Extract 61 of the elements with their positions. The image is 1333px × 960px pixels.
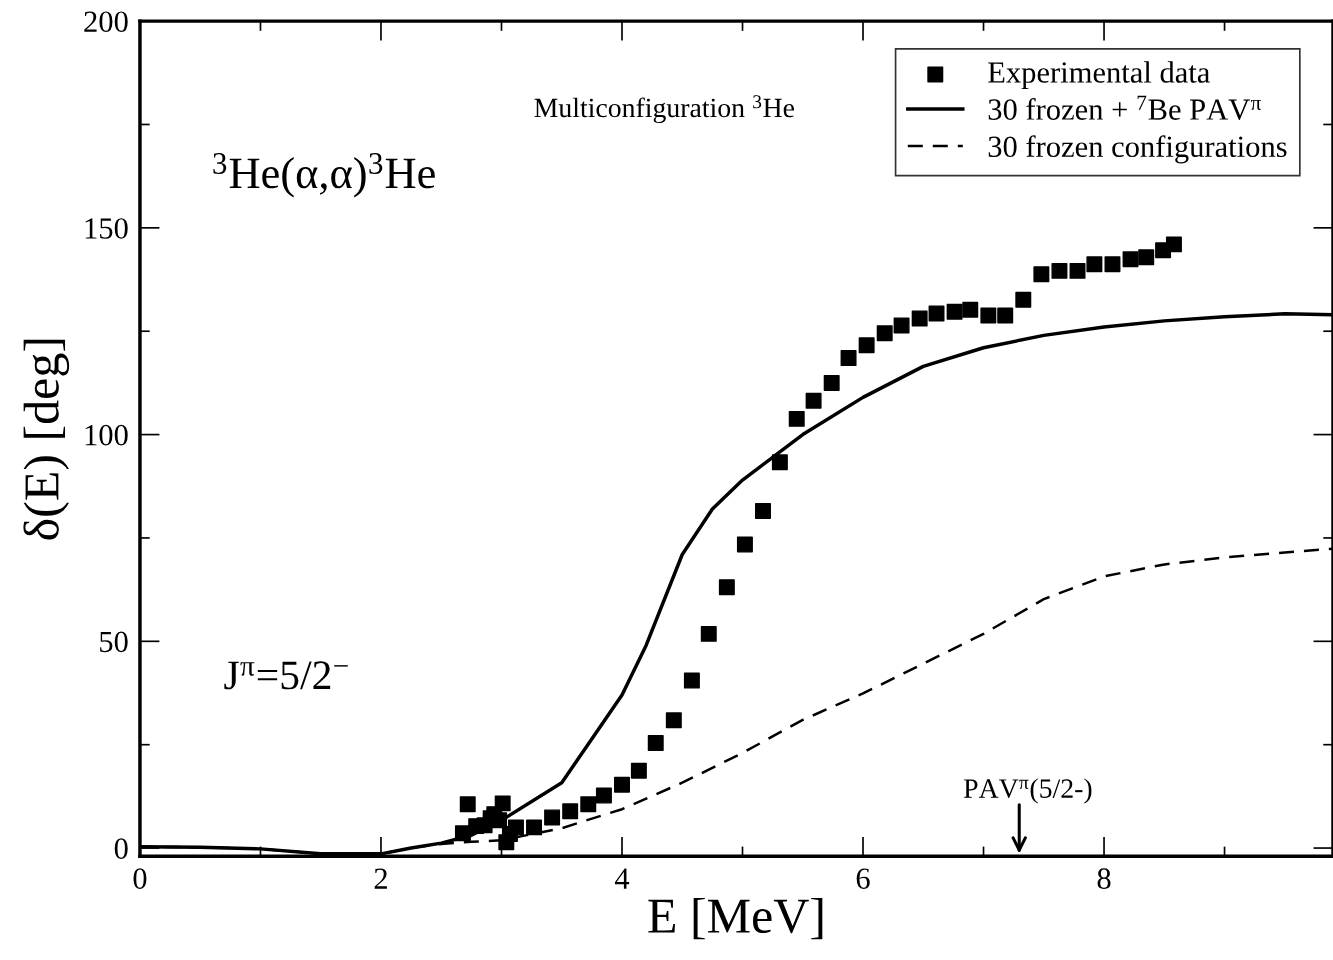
point [700, 625, 717, 642]
point [1033, 266, 1050, 283]
x-tick-label: 2 [374, 868, 387, 889]
y-tick-label: 150 [85, 218, 128, 239]
point [718, 579, 735, 596]
x-tick-label: 4 [614, 868, 630, 889]
point [1122, 251, 1139, 268]
annotation: $^{3}$He(α,α)$^{3}$He [213, 153, 435, 198]
point [491, 812, 508, 829]
x-tick-label: 0 [133, 868, 147, 889]
point [805, 392, 822, 409]
point [980, 307, 997, 324]
y-tick-label: 50 [100, 631, 128, 653]
point [997, 307, 1014, 324]
point [962, 301, 979, 318]
annotation: Multiconfiguration $^{3}$He [534, 95, 795, 124]
point [771, 454, 788, 471]
point [665, 712, 682, 729]
y-tick-label: 200 [84, 11, 128, 33]
point [736, 536, 753, 553]
point [683, 672, 700, 689]
point [454, 825, 471, 842]
y-axis-title: δ(E) [deg] [23, 339, 70, 540]
point [876, 325, 893, 342]
point [1104, 256, 1121, 273]
point [1138, 249, 1155, 266]
x-axis-title: E [MeV] [648, 897, 823, 940]
annotation: J$^{π}$=5/2$^{−}$ [224, 661, 348, 690]
annotation: PAV$^{π}$(5/2-) [963, 778, 1092, 804]
point [893, 317, 910, 334]
point [1086, 256, 1103, 273]
point [544, 809, 561, 826]
point [526, 819, 543, 836]
point [647, 735, 664, 752]
legend-label: 30 frozen + $^{7}$Be PAV$^{π}$ [988, 95, 1262, 121]
point [911, 310, 928, 327]
x-tick-label: 6 [856, 868, 870, 889]
point [823, 374, 840, 391]
point [928, 305, 945, 322]
point [507, 819, 524, 836]
point [1165, 236, 1182, 253]
y-tick-label: 0 [114, 838, 128, 859]
point [562, 803, 579, 820]
point [946, 303, 963, 320]
point [459, 796, 476, 813]
point [1015, 291, 1032, 308]
point [630, 762, 647, 779]
legend-label: 30 frozen configurations [988, 135, 1287, 164]
point [840, 350, 857, 367]
point [755, 503, 771, 520]
point [614, 776, 630, 793]
x-tick-label: 8 [1097, 868, 1111, 889]
legend-label: Experimental data [988, 61, 1210, 90]
point [580, 796, 597, 813]
point [788, 410, 805, 427]
point [1069, 262, 1086, 279]
point [494, 795, 511, 812]
point [1051, 262, 1068, 279]
point [858, 337, 875, 354]
point [595, 787, 612, 804]
y-tick-label: 100 [85, 424, 128, 446]
